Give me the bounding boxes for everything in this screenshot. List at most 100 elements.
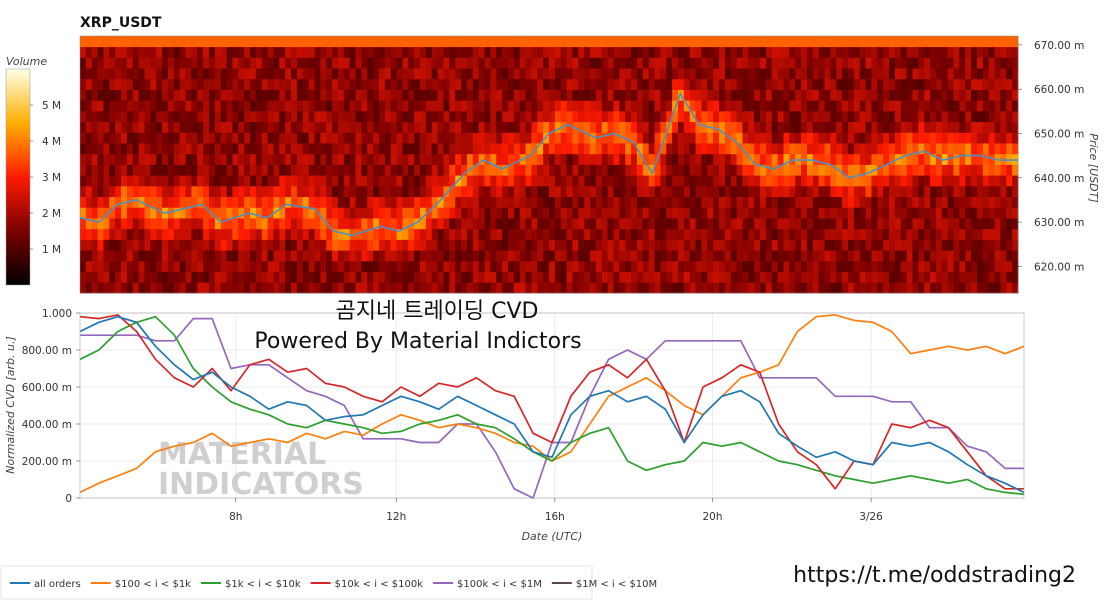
heatmap-cell xyxy=(255,57,263,69)
heatmap-cell xyxy=(865,68,872,80)
heatmap-cell xyxy=(877,185,884,198)
heatmap-cell xyxy=(912,196,919,208)
heatmap-cell xyxy=(924,68,931,80)
heatmap-cell xyxy=(185,185,192,198)
heatmap-cell xyxy=(871,239,878,251)
heatmap-cell xyxy=(121,46,128,58)
heatmap-cell xyxy=(267,36,274,48)
heatmap-cell xyxy=(455,250,462,262)
heatmap-cell xyxy=(203,185,210,198)
legend-item[interactable]: $100 < i < $1k xyxy=(90,579,191,590)
heatmap-cell xyxy=(531,132,538,144)
heatmap-cell xyxy=(402,89,409,101)
heatmap-cell xyxy=(842,89,849,101)
heatmap-cell xyxy=(959,46,966,58)
heatmap-cell xyxy=(971,164,978,176)
heatmap-cell xyxy=(859,153,866,165)
heatmap-cell xyxy=(590,175,597,187)
heatmap-cell xyxy=(179,68,186,80)
heatmap-cell xyxy=(982,121,990,133)
legend-item[interactable]: $1M < i < $10M xyxy=(551,579,657,590)
heatmap-cell xyxy=(80,218,87,230)
heatmap-cell xyxy=(156,250,163,262)
heatmap-cell xyxy=(296,153,304,165)
heatmap-cell xyxy=(150,89,157,101)
heatmap-cell xyxy=(965,164,972,176)
heatmap-cell xyxy=(912,250,919,262)
heatmap-cell xyxy=(402,36,409,48)
heatmap-cell xyxy=(296,196,304,208)
legend-item[interactable]: $10k < i < $100k xyxy=(310,579,424,590)
heatmap-cell xyxy=(601,271,609,283)
heatmap-cell xyxy=(314,196,321,208)
heatmap-cell xyxy=(642,218,650,230)
heatmap-cell xyxy=(953,121,960,133)
heatmap-cell xyxy=(332,57,339,69)
heatmap-cell xyxy=(601,228,609,240)
heatmap-cell xyxy=(132,260,140,272)
heatmap-cell xyxy=(672,89,679,101)
price-line xyxy=(79,91,1018,237)
heatmap-cell xyxy=(877,196,884,208)
heatmap-cell xyxy=(208,89,216,101)
heatmap-cell xyxy=(273,282,280,294)
heatmap-cell xyxy=(953,68,960,80)
heatmap-cell xyxy=(402,153,409,165)
heatmap-cell xyxy=(748,260,755,272)
heatmap-cell xyxy=(988,143,995,155)
heatmap-cell xyxy=(425,89,433,101)
heatmap-cell xyxy=(560,207,567,219)
telegram-link[interactable]: https://t.me/oddstrading2 xyxy=(793,563,1076,588)
heatmap-cell xyxy=(760,78,767,90)
heatmap-cell xyxy=(812,89,820,101)
heatmap-cell xyxy=(666,68,673,80)
heatmap-cell xyxy=(431,185,439,198)
heatmap-cell xyxy=(724,57,732,69)
heatmap-cell xyxy=(285,239,292,251)
heatmap-cell xyxy=(367,207,374,219)
heatmap-cell xyxy=(420,36,427,48)
heatmap-cell xyxy=(478,185,485,198)
heatmap-cell xyxy=(771,57,779,69)
heatmap-cell xyxy=(918,68,925,80)
heatmap-cell xyxy=(736,89,743,101)
heatmap-cell xyxy=(707,196,714,208)
legend-item[interactable]: $1k < i < $10k xyxy=(200,579,301,590)
heatmap-cell xyxy=(425,132,433,144)
heatmap-cell xyxy=(85,46,93,58)
heatmap-cell xyxy=(877,110,884,123)
heatmap-cell xyxy=(947,46,954,58)
heatmap-cell xyxy=(455,164,462,176)
heatmap-cell xyxy=(607,260,614,272)
heatmap-cell xyxy=(865,89,872,101)
heatmap-cell xyxy=(566,46,573,58)
heatmap-cell xyxy=(818,78,825,90)
heatmap-cell xyxy=(261,282,268,294)
heatmap-cell xyxy=(595,36,603,48)
heatmap-cell xyxy=(185,228,192,240)
heatmap-cell xyxy=(584,57,591,69)
heatmap-cell xyxy=(595,175,603,187)
heatmap-cell xyxy=(1000,46,1007,58)
heatmap-cell xyxy=(302,185,310,198)
legend-item[interactable]: all orders xyxy=(10,579,81,590)
heatmap-cell xyxy=(730,46,737,58)
heatmap-cell xyxy=(267,153,274,165)
heatmap-cell xyxy=(889,46,896,58)
heatmap-cell xyxy=(437,164,444,176)
heatmap-cell xyxy=(332,228,339,240)
heatmap-cell xyxy=(842,46,849,58)
heatmap-cell xyxy=(707,78,714,90)
heatmap-cell xyxy=(783,185,790,198)
heatmap-cell xyxy=(783,100,790,112)
heatmap-cell xyxy=(455,89,462,101)
heatmap-cell xyxy=(109,57,116,69)
heatmap-cell xyxy=(590,121,597,133)
heatmap-cell xyxy=(847,36,855,48)
heatmap-cell xyxy=(91,207,98,219)
heatmap-cell xyxy=(865,36,872,48)
heatmap-cell xyxy=(355,36,362,48)
heatmap-cell xyxy=(918,218,925,230)
heatmap-cell xyxy=(502,239,509,251)
legend-item[interactable]: $100k < i < $1M xyxy=(433,579,542,590)
